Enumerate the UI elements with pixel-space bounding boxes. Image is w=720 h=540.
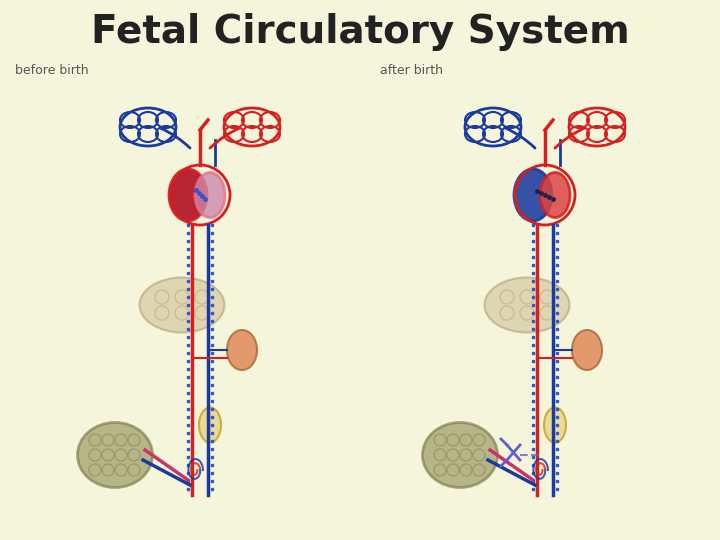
Ellipse shape bbox=[514, 169, 552, 221]
Ellipse shape bbox=[485, 278, 570, 333]
Ellipse shape bbox=[540, 172, 570, 218]
Text: before birth: before birth bbox=[15, 64, 89, 77]
Text: Fetal Circulatory System: Fetal Circulatory System bbox=[91, 13, 629, 51]
Ellipse shape bbox=[195, 172, 225, 218]
Ellipse shape bbox=[78, 422, 153, 488]
Ellipse shape bbox=[169, 169, 207, 221]
Ellipse shape bbox=[227, 330, 257, 370]
Text: after birth: after birth bbox=[380, 64, 443, 77]
Ellipse shape bbox=[572, 330, 602, 370]
Ellipse shape bbox=[544, 408, 566, 442]
Ellipse shape bbox=[140, 278, 225, 333]
Ellipse shape bbox=[199, 408, 221, 442]
Ellipse shape bbox=[423, 422, 498, 488]
